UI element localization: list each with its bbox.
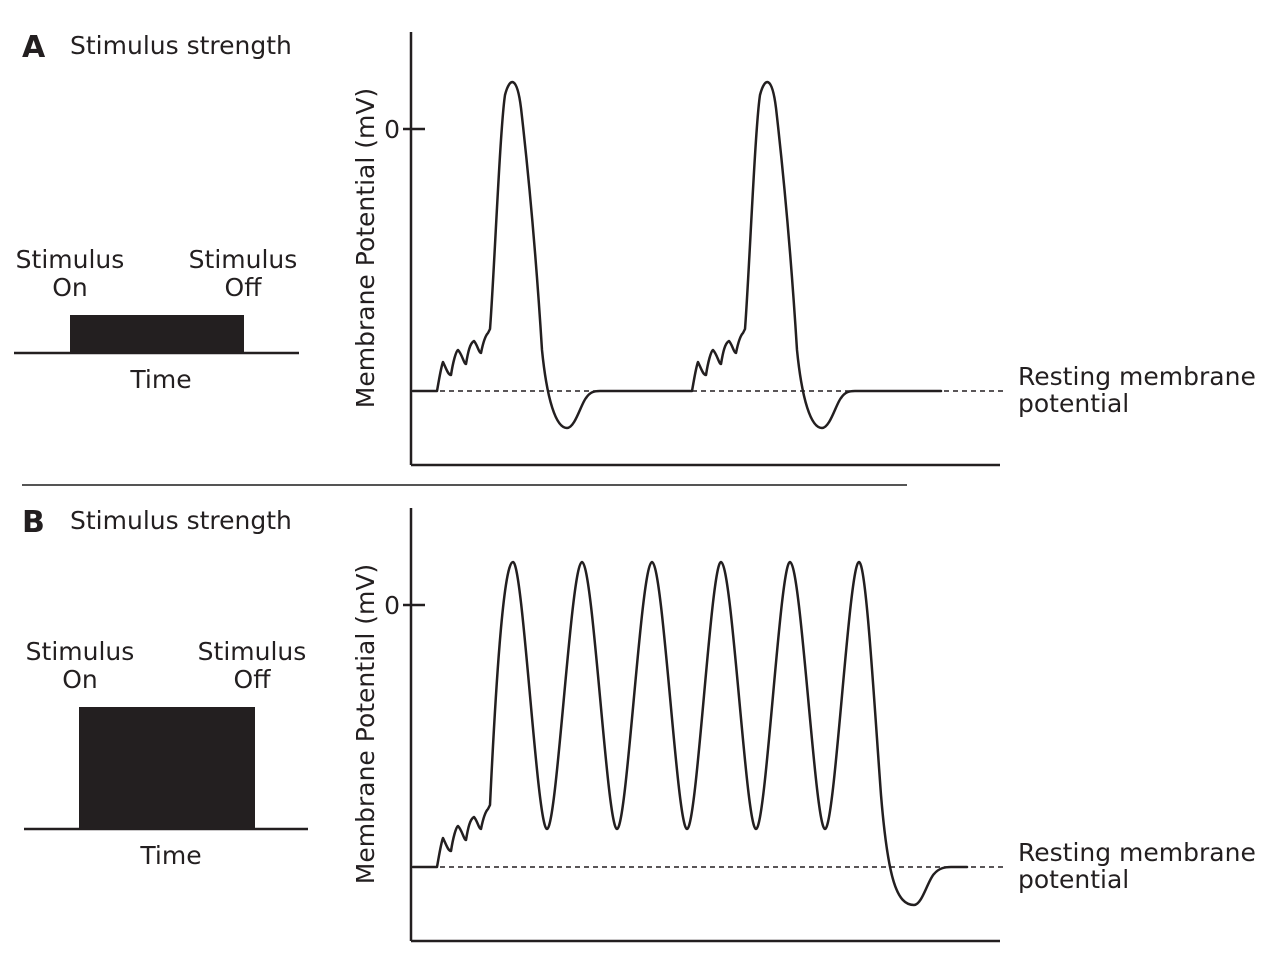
panel-b-stimulus-off-line2: Off — [234, 665, 272, 694]
panel-a-stimulus-block — [70, 315, 244, 353]
panel-a-ylabel: Membrane Potential (mV) — [351, 88, 380, 408]
panel-b-time-label: Time — [139, 841, 201, 870]
panel-b: B Stimulus strength Stimulus On Stimulus… — [22, 505, 1256, 943]
panel-a-stimulus-on-line1: Stimulus — [16, 245, 125, 274]
panel-b-letter: B — [22, 505, 45, 540]
panel-a-time-label: Time — [129, 365, 191, 394]
panel-a-resting-label-line2: potential — [1018, 389, 1129, 418]
panel-b-resting-label-line2: potential — [1018, 865, 1129, 894]
panel-a-letter: A — [22, 30, 46, 65]
panel-a-zero-tick-label: 0 — [384, 115, 400, 144]
panel-b-stimulus-on-line1: Stimulus — [26, 637, 135, 666]
panel-b-stimulus-block — [79, 707, 255, 829]
panel-b-membrane-potential-trace — [411, 560, 969, 907]
panel-b-ylabel: Membrane Potential (mV) — [351, 564, 380, 884]
panel-b-zero-tick-label: 0 — [384, 591, 400, 620]
panel-b-stimulus-off-line1: Stimulus — [198, 637, 307, 666]
panel-b-stimulus-on-line2: On — [62, 665, 98, 694]
panel-b-resting-label-line1: Resting membrane — [1018, 838, 1256, 867]
panel-a-membrane-potential-trace — [411, 81, 943, 430]
panel-a-resting-label-line1: Resting membrane — [1018, 362, 1256, 391]
panel-a-stimulus-off-line1: Stimulus — [189, 245, 298, 274]
panel-a: A Stimulus strength Stimulus On Stimulus… — [14, 30, 1256, 467]
panel-a-stimulus-off-line2: Off — [225, 273, 263, 302]
panel-b-title: Stimulus strength — [70, 506, 292, 535]
panel-a-stimulus-on-line2: On — [52, 273, 88, 302]
panel-a-title: Stimulus strength — [70, 31, 292, 60]
